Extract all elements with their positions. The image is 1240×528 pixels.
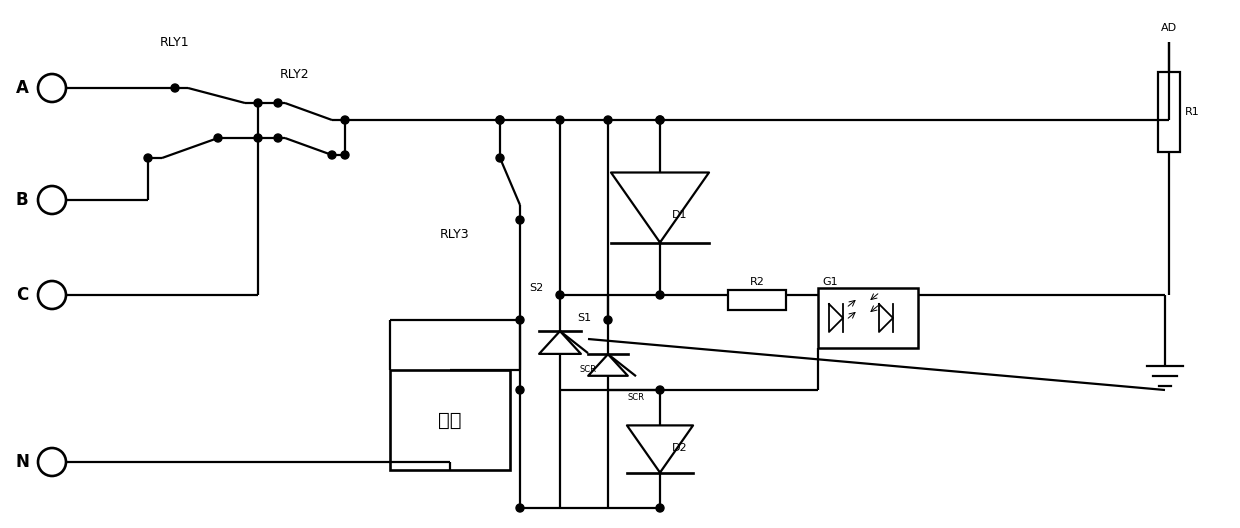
Text: S1: S1	[577, 313, 591, 323]
Circle shape	[254, 134, 262, 142]
Circle shape	[656, 116, 663, 124]
Text: S2: S2	[528, 283, 543, 293]
Circle shape	[496, 116, 503, 124]
Text: B: B	[16, 191, 29, 209]
Text: RLY3: RLY3	[440, 229, 470, 241]
Text: SCR: SCR	[580, 365, 596, 374]
Text: N: N	[15, 453, 29, 471]
Text: G1: G1	[822, 277, 838, 287]
Bar	[1158, 72, 1180, 152]
Circle shape	[171, 84, 179, 92]
Circle shape	[516, 316, 525, 324]
Circle shape	[604, 316, 613, 324]
Circle shape	[516, 386, 525, 394]
Text: C: C	[16, 286, 29, 304]
Circle shape	[274, 99, 281, 107]
Circle shape	[516, 504, 525, 512]
Circle shape	[656, 116, 663, 124]
Circle shape	[144, 154, 153, 162]
Text: D1: D1	[672, 210, 687, 220]
Circle shape	[604, 116, 613, 124]
Circle shape	[556, 291, 564, 299]
Text: R1: R1	[1185, 107, 1200, 117]
Text: AD: AD	[1161, 23, 1177, 33]
Text: A: A	[16, 79, 29, 97]
Circle shape	[656, 386, 663, 394]
Circle shape	[341, 151, 348, 159]
Text: 负载: 负载	[438, 410, 461, 429]
Circle shape	[556, 116, 564, 124]
Bar	[818, 288, 918, 348]
Circle shape	[496, 154, 503, 162]
Text: D2: D2	[672, 443, 688, 453]
Text: SCR: SCR	[627, 393, 645, 402]
Bar	[728, 290, 786, 310]
Circle shape	[341, 116, 348, 124]
Text: RLY2: RLY2	[280, 69, 310, 81]
Circle shape	[274, 134, 281, 142]
Circle shape	[516, 216, 525, 224]
Circle shape	[329, 151, 336, 159]
Circle shape	[254, 99, 262, 107]
Bar	[391, 370, 510, 470]
Circle shape	[656, 291, 663, 299]
Circle shape	[496, 116, 503, 124]
Circle shape	[656, 504, 663, 512]
Text: RLY1: RLY1	[160, 35, 190, 49]
Circle shape	[215, 134, 222, 142]
Text: R2: R2	[749, 277, 764, 287]
